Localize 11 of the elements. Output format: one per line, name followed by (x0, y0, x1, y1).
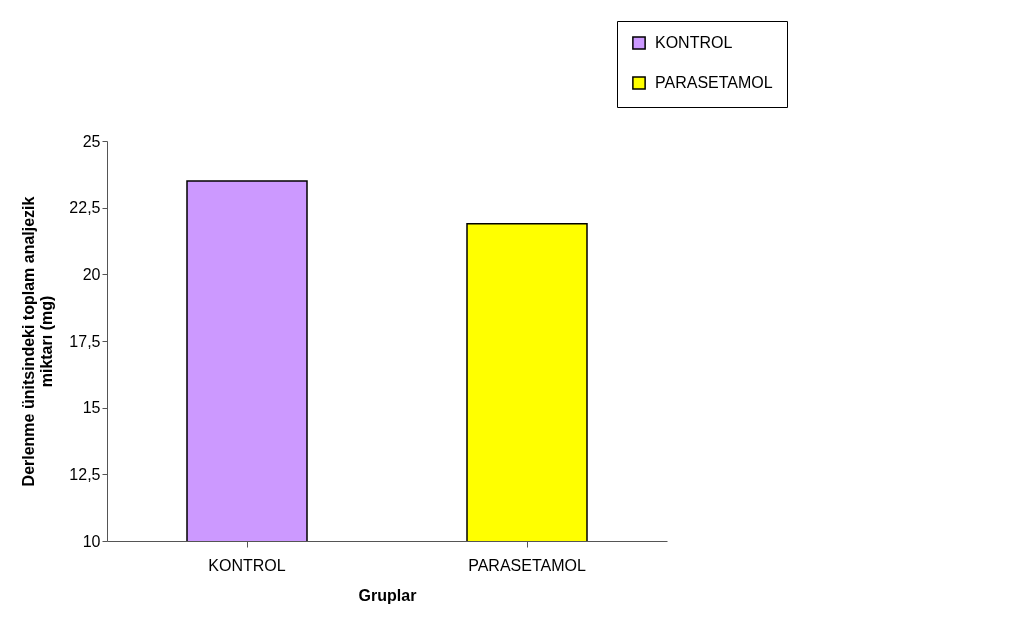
legend-label: PARASETAMOL (655, 74, 773, 91)
y-tick-label: 25 (82, 132, 101, 150)
y-axis-title: Derlenme ünitsindeki toplam analjezik miktarı (mg) (20, 196, 56, 487)
legend-label: KONTROL (655, 34, 733, 51)
y-tick-label: 20 (82, 265, 101, 283)
y-tick-label: 12,5 (69, 465, 101, 483)
y-tick-label: 15 (82, 399, 101, 417)
y-tick-label: 17,5 (69, 332, 101, 350)
y-tick-label: 10 (82, 532, 101, 550)
x-axis-title: Gruplar (358, 586, 417, 604)
y-tick-label: 22,5 (69, 199, 101, 217)
